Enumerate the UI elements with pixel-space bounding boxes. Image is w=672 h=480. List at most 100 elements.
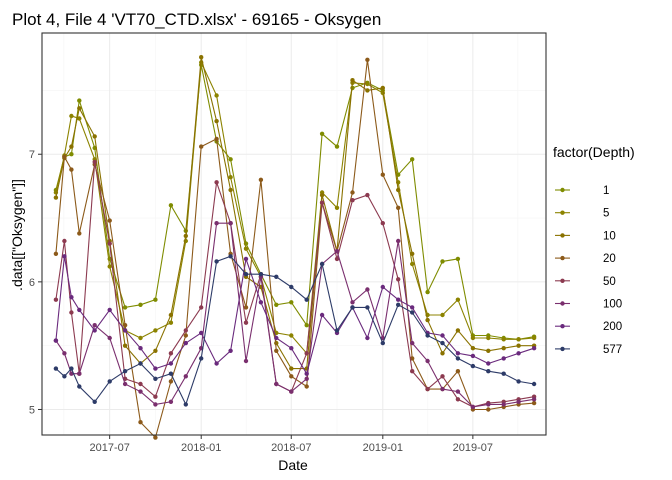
data-point bbox=[53, 338, 59, 343]
data-point bbox=[365, 192, 370, 198]
data-point bbox=[62, 238, 67, 244]
series-layer bbox=[53, 55, 537, 440]
data-point bbox=[274, 348, 279, 353]
legend-item-10: 10 bbox=[555, 230, 616, 242]
data-point bbox=[92, 134, 97, 139]
data-point bbox=[168, 361, 174, 366]
data-point bbox=[350, 300, 355, 305]
data-point bbox=[470, 335, 476, 341]
data-point bbox=[289, 300, 294, 305]
data-point bbox=[138, 302, 143, 307]
data-point bbox=[214, 93, 219, 98]
data-point bbox=[274, 340, 279, 346]
data-point bbox=[516, 343, 521, 348]
legend-key-point bbox=[560, 233, 565, 238]
data-point bbox=[69, 152, 74, 157]
legend-key-point bbox=[560, 210, 565, 215]
y-tick-label: 5 bbox=[29, 404, 35, 416]
data-point bbox=[228, 221, 233, 226]
data-point bbox=[168, 312, 174, 318]
x-tick-label: 2019-01 bbox=[363, 442, 403, 454]
data-point bbox=[319, 261, 325, 267]
data-point bbox=[319, 131, 325, 136]
data-point bbox=[69, 144, 74, 149]
legend-title: factor(Depth) bbox=[553, 144, 635, 160]
series-line bbox=[55, 222, 535, 408]
legend: factor(Depth) 1 5 10 20 50 100 200 577 bbox=[553, 144, 635, 356]
data-point bbox=[440, 333, 445, 338]
data-point bbox=[168, 351, 174, 356]
data-point bbox=[516, 379, 521, 384]
legend-label: 10 bbox=[603, 230, 616, 242]
data-point bbox=[410, 356, 415, 361]
data-point bbox=[228, 187, 233, 193]
data-point bbox=[183, 402, 188, 407]
data-point bbox=[183, 328, 188, 333]
series-100 bbox=[53, 221, 537, 410]
data-point bbox=[69, 310, 74, 315]
data-point bbox=[258, 300, 264, 305]
data-point bbox=[425, 333, 430, 338]
data-point bbox=[396, 238, 401, 244]
data-point bbox=[470, 363, 476, 369]
data-point bbox=[440, 386, 445, 392]
data-point bbox=[228, 175, 233, 180]
data-point bbox=[168, 320, 174, 325]
data-point bbox=[122, 305, 128, 310]
data-point bbox=[501, 402, 506, 407]
data-point bbox=[153, 435, 158, 440]
data-point bbox=[153, 402, 158, 407]
legend-item-1: 1 bbox=[555, 185, 609, 197]
legend-label: 20 bbox=[603, 253, 616, 265]
data-point bbox=[77, 371, 82, 376]
data-point bbox=[501, 346, 506, 351]
data-point bbox=[289, 333, 294, 338]
legend-key-point bbox=[560, 278, 565, 283]
data-point bbox=[365, 88, 370, 93]
series-line bbox=[55, 60, 535, 355]
data-point bbox=[214, 136, 219, 142]
data-point bbox=[516, 337, 521, 342]
data-point bbox=[455, 297, 461, 302]
legend-item-50: 50 bbox=[555, 276, 616, 288]
data-point bbox=[501, 371, 506, 376]
data-point bbox=[183, 333, 188, 338]
y-axis-title: .data[["Oksygen"]] bbox=[9, 179, 25, 291]
data-point bbox=[77, 384, 82, 389]
data-point bbox=[62, 154, 67, 159]
data-point bbox=[319, 192, 325, 198]
legend-items: 1 5 10 20 50 100 200 577 bbox=[555, 185, 622, 356]
data-point bbox=[334, 328, 340, 333]
data-point bbox=[77, 98, 82, 103]
legend-label: 50 bbox=[603, 276, 616, 288]
data-point bbox=[53, 251, 59, 256]
data-point bbox=[107, 218, 112, 223]
data-point bbox=[199, 330, 204, 336]
data-point bbox=[183, 340, 188, 346]
data-point bbox=[69, 167, 74, 172]
data-point bbox=[455, 397, 461, 402]
data-point bbox=[274, 335, 279, 341]
legend-label: 200 bbox=[603, 321, 622, 333]
data-point bbox=[243, 246, 249, 251]
data-point bbox=[107, 379, 112, 384]
data-point bbox=[214, 221, 219, 226]
legend-key-point bbox=[560, 301, 565, 306]
data-point bbox=[168, 379, 174, 384]
data-point bbox=[274, 302, 279, 307]
data-point bbox=[486, 335, 491, 341]
legend-label: 100 bbox=[603, 299, 622, 311]
data-point bbox=[138, 420, 143, 425]
data-point bbox=[334, 144, 340, 149]
data-point bbox=[304, 376, 309, 381]
data-point bbox=[107, 335, 112, 341]
data-point bbox=[214, 180, 219, 185]
x-tick-label: 2017-07 bbox=[89, 442, 129, 454]
data-point bbox=[455, 328, 461, 333]
data-point bbox=[486, 402, 491, 407]
data-point bbox=[380, 172, 385, 177]
data-point bbox=[183, 233, 188, 239]
data-point bbox=[470, 404, 476, 410]
data-point bbox=[289, 366, 294, 371]
data-point bbox=[455, 389, 461, 394]
